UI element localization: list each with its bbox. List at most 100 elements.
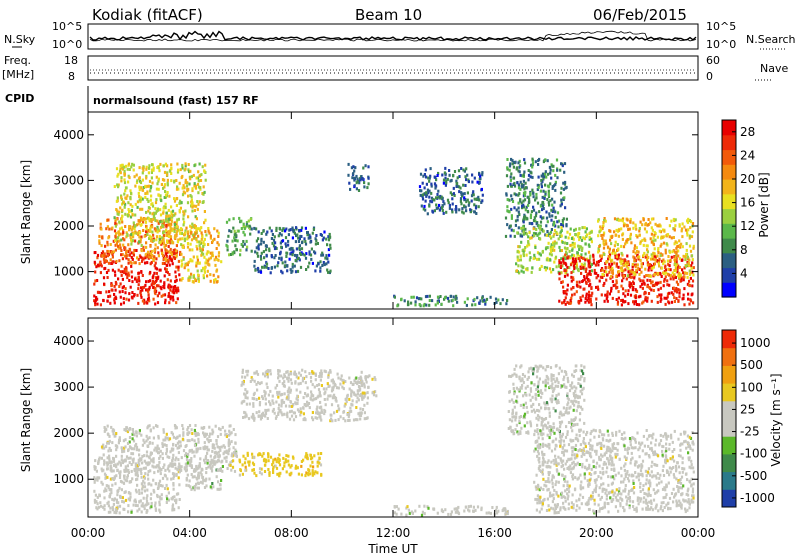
heatmap-cell <box>443 297 446 301</box>
colorbar-tick-label: 8 <box>740 243 748 257</box>
heatmap-cell <box>101 482 104 486</box>
heatmap-cell <box>138 507 141 511</box>
heatmap-cell <box>160 468 163 472</box>
heatmap-cell <box>174 426 177 430</box>
heatmap-cell <box>298 244 301 248</box>
heatmap-cell <box>363 403 366 407</box>
heatmap-cell <box>597 263 600 267</box>
heatmap-cell <box>329 370 332 374</box>
heatmap-cell <box>124 490 127 494</box>
heatmap-cell <box>359 417 362 421</box>
heatmap-cell <box>164 162 167 166</box>
heatmap-cell <box>291 226 294 230</box>
heatmap-cell <box>134 277 137 281</box>
heatmap-cell <box>154 243 157 247</box>
heatmap-cell <box>110 425 113 429</box>
heatmap-cell <box>167 214 170 218</box>
nave-tick-bottom: 0 <box>706 70 713 83</box>
heatmap-cell <box>291 251 294 255</box>
heatmap-cell <box>308 406 311 410</box>
heatmap-cell <box>94 300 97 304</box>
heatmap-cell <box>157 227 160 231</box>
heatmap-cell <box>104 476 107 480</box>
station-title: Kodiak (fitACF) <box>92 6 203 24</box>
heatmap-cell <box>520 264 523 268</box>
heatmap-cell <box>337 404 340 408</box>
heatmap-cell <box>150 223 154 227</box>
heatmap-cell <box>178 210 181 214</box>
heatmap-cell <box>537 175 540 179</box>
heatmap-cell <box>617 296 620 300</box>
heatmap-cell <box>174 499 177 503</box>
heatmap-cell <box>112 502 115 506</box>
heatmap-cell <box>682 254 685 258</box>
heatmap-cell <box>121 253 124 257</box>
heatmap-cell <box>152 488 155 492</box>
heatmap-cell <box>653 254 656 258</box>
heatmap-cell <box>185 184 189 188</box>
heatmap-cell <box>106 251 109 255</box>
heatmap-cell <box>121 214 124 218</box>
heatmap-cell <box>328 232 331 236</box>
heatmap-cell <box>560 234 563 238</box>
heatmap-cell <box>292 418 296 422</box>
heatmap-cell <box>138 431 141 435</box>
heatmap-cell <box>176 297 179 301</box>
heatmap-cell <box>213 451 216 455</box>
heatmap-cell <box>232 217 235 221</box>
heatmap-cell <box>100 445 104 449</box>
heatmap-cell <box>145 167 148 171</box>
heatmap-cell <box>621 233 624 237</box>
heatmap-cell <box>238 458 241 462</box>
heatmap-cell <box>139 467 142 471</box>
heatmap-cell <box>159 213 163 217</box>
heatmap-cell <box>678 291 681 295</box>
heatmap-cell <box>147 455 151 459</box>
heatmap-cell <box>159 194 162 198</box>
heatmap-cell <box>173 213 176 217</box>
heatmap-cell <box>253 379 256 383</box>
heatmap-cell <box>173 424 177 427</box>
heatmap-cell <box>549 245 552 249</box>
heatmap-cell <box>229 432 232 436</box>
heatmap-cell <box>208 425 211 429</box>
heatmap-cell <box>134 213 137 217</box>
heatmap-cell <box>150 176 153 180</box>
heatmap-cell <box>289 252 292 256</box>
heatmap-cell <box>569 301 572 305</box>
heatmap-cell <box>135 431 138 435</box>
heatmap-cell <box>132 430 135 434</box>
heatmap-cell <box>643 292 646 296</box>
heatmap-cell <box>145 288 148 292</box>
heatmap-cell <box>258 471 262 474</box>
heatmap-cell <box>225 455 228 459</box>
heatmap-cell <box>167 235 170 238</box>
heatmap-cell <box>133 175 136 179</box>
heatmap-cell <box>250 227 253 231</box>
heatmap-cell <box>130 165 133 169</box>
heatmap-cell <box>175 472 178 476</box>
heatmap-cell <box>196 176 200 180</box>
heatmap-cell <box>585 294 588 298</box>
heatmap-cell <box>268 249 271 253</box>
heatmap-cell <box>162 466 165 469</box>
heatmap-cell <box>181 277 184 280</box>
heatmap-cell <box>171 250 174 254</box>
heatmap-cell <box>531 222 534 226</box>
heatmap-cell <box>183 466 186 470</box>
heatmap-cell <box>150 202 153 206</box>
heatmap-cell <box>274 464 277 468</box>
heatmap-cell <box>606 290 609 294</box>
heatmap-cell <box>142 186 145 189</box>
heatmap-cell <box>522 185 525 189</box>
heatmap-cell <box>686 233 689 237</box>
heatmap-cell <box>285 255 288 258</box>
heatmap-cell <box>170 253 173 257</box>
heatmap-cell <box>524 231 527 235</box>
noise-tick-left-bottom: 10^0 <box>52 38 82 51</box>
heatmap-cell <box>164 205 167 209</box>
heatmap-cell <box>586 298 589 302</box>
heatmap-cell <box>166 467 169 471</box>
heatmap-cell <box>501 298 504 302</box>
heatmap-cell <box>522 252 525 256</box>
